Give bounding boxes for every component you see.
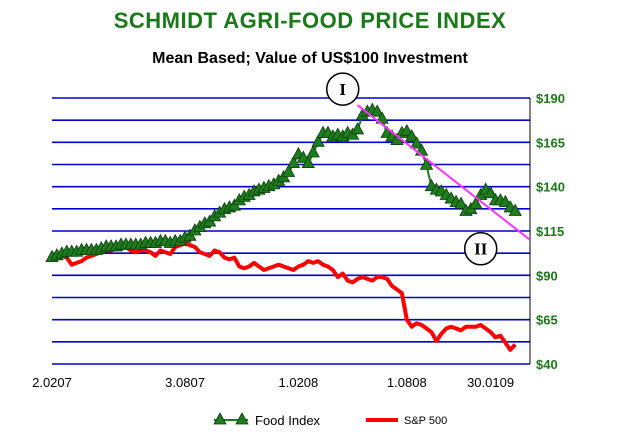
y-tick-label: $165: [536, 135, 565, 150]
x-tick-label: 1.0808: [387, 375, 427, 390]
food-index-point: [508, 203, 522, 216]
annotation-layer: III: [325, 72, 498, 266]
food-index-point: [301, 155, 315, 169]
trend-line: [356, 104, 531, 241]
food-index-point: [350, 122, 365, 135]
chart-subtitle: Mean Based; Value of US$100 Investment: [152, 50, 468, 67]
food-index-point: [469, 196, 483, 209]
annotation-circle: [325, 72, 360, 106]
food-index-point: [454, 196, 468, 209]
food-index-point: [409, 136, 424, 149]
food-index-point: [483, 185, 498, 199]
legend: Food Index S&P 500: [213, 412, 447, 428]
legend-food-marker: [235, 412, 249, 425]
y-tick-label: $40: [536, 357, 558, 372]
axis-layer: $190 $165 $140 $115 $90 $65 $40 2.0207 3.0807 1.0…: [32, 91, 565, 390]
x-tick-label: 1.0208: [279, 375, 319, 390]
series-layer: [45, 102, 531, 352]
legend-food-marker: [213, 412, 227, 425]
x-tick-label: 3.0807: [165, 375, 205, 390]
x-tick-label: 30.0109: [467, 375, 514, 390]
y-tick-label: $140: [536, 180, 565, 195]
x-tick-label: 2.0207: [32, 375, 72, 390]
y-tick-label: $190: [536, 91, 565, 106]
food-index-point: [286, 155, 301, 169]
annotation-circle: [463, 231, 498, 266]
legend-food-label: Food Index: [255, 413, 321, 428]
legend-sp500-label: S&P 500: [404, 415, 447, 427]
y-tick-label: $65: [536, 313, 558, 328]
food-index-point: [306, 145, 320, 158]
y-tick-label: $90: [536, 268, 558, 283]
y-tick-label: $115: [536, 224, 564, 239]
food-index-point: [419, 157, 434, 170]
food-index-point: [370, 104, 384, 117]
food-index-point: [311, 134, 325, 147]
annotation-label: II: [474, 240, 488, 259]
grid-layer: [52, 97, 530, 365]
food-index-point: [281, 164, 296, 177]
sp500-line: [51, 241, 517, 352]
food-index-point: [405, 129, 419, 142]
chart-title: SCHMIDT AGRI-FOOD PRICE INDEX: [113, 8, 507, 33]
annotation-label: I: [339, 80, 346, 99]
